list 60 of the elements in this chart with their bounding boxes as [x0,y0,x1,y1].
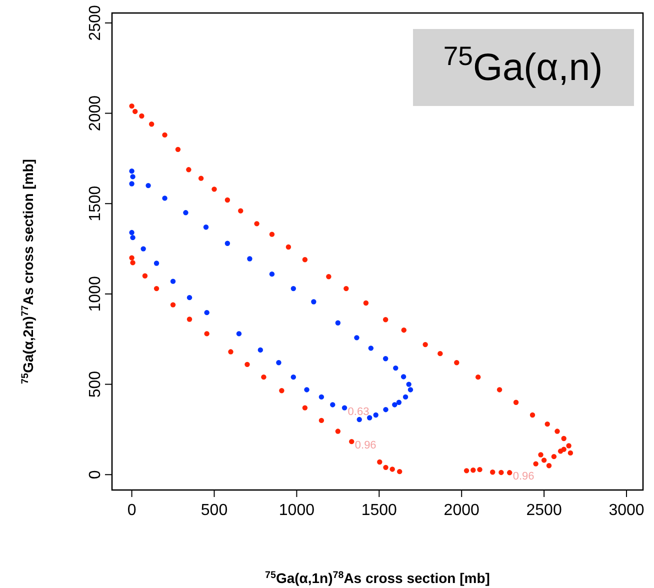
y-tick-label: 0 [87,470,104,480]
point [368,346,374,351]
point [130,234,136,240]
point [129,168,134,174]
x-axis-title: $^{75}$Ga(α,1n)$^{78}$As cross section [mb] [265,570,490,586]
point [129,230,134,236]
x-tick-label: 1500 [361,502,398,519]
annotation: 0.96 [512,470,534,483]
annotation: 0.63 [348,406,370,418]
point [318,394,324,400]
point [258,347,264,353]
x-tick-label: 1000 [278,502,315,519]
point [356,416,362,422]
point [400,374,406,380]
x-tick-label: 2000 [444,502,480,519]
x-tick-label: 2500 [526,502,562,519]
y-tick-label: 500 [87,370,104,398]
point [392,402,398,408]
point [236,331,242,336]
point [140,246,146,252]
point [186,294,192,300]
point [290,286,296,292]
point [290,374,296,380]
point [129,181,134,186]
point [342,405,348,410]
y-tick-label: 2000 [87,95,104,132]
point [247,256,252,262]
point [154,260,160,266]
point [382,356,388,362]
point [146,182,151,188]
point [366,415,372,420]
x-tick-label: 3000 [608,502,644,519]
point [311,299,316,304]
point [224,240,230,246]
point [383,406,388,412]
point [170,278,176,284]
point [408,387,414,392]
point [373,412,378,418]
x-tick-label: 0 [127,502,136,519]
point [330,402,336,408]
point [269,271,275,277]
point [276,360,282,366]
point [162,196,168,201]
point [402,394,408,400]
y-tick-label: 1500 [87,186,104,222]
point [393,365,398,371]
point [204,310,210,316]
text: $^{75}$Ga(α,n) [443,41,603,89]
y-tick-label: 2500 [87,5,104,41]
point [354,335,360,340]
point [203,224,209,230]
point [304,387,310,392]
point [130,174,136,180]
y-tick-label: 1000 [87,276,104,312]
annotation: 0.96 [354,439,376,452]
point [396,400,402,405]
point [183,210,188,216]
point [335,320,341,326]
x-tick-label: 500 [200,502,228,519]
point [406,382,412,387]
